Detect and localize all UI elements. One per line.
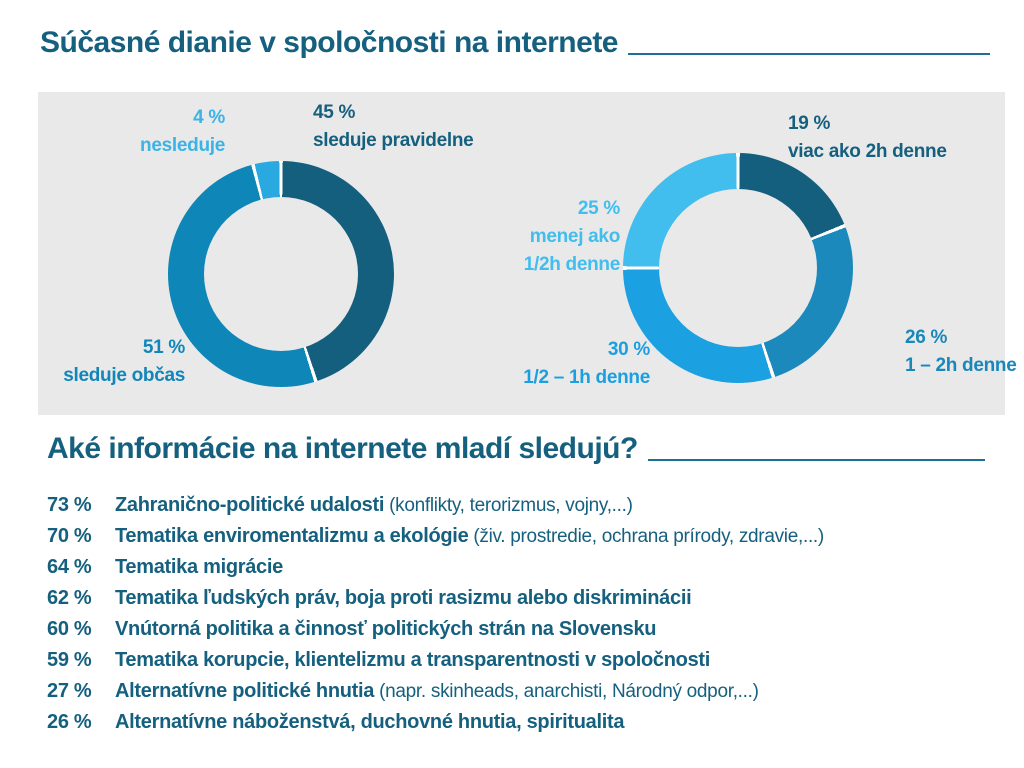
charts-panel: 4 % nesleduje 45 % sleduje pravidelne 51… xyxy=(38,92,1017,415)
label-percent: 19 % xyxy=(788,113,831,134)
chart2-label-menej-ako-pol-h: 25 % menej ako 1/2h denne xyxy=(490,195,621,279)
list-item: 70 % Tematika enviromentalizmu a ekológi… xyxy=(47,521,824,552)
donut-chart-cas-denne xyxy=(623,153,853,383)
list-item-topic: Vnútorná politika a činnosť politických … xyxy=(115,618,657,640)
list-item-text: Tematika enviromentalizmu a ekológie (ži… xyxy=(115,525,824,548)
label-percent: 4 % xyxy=(193,107,225,128)
list-item-percent: 62 % xyxy=(47,587,92,609)
label-text: 1 – 2h denne xyxy=(905,355,1017,376)
list-item-topic: Tematika enviromentalizmu a ekológie xyxy=(115,525,469,547)
list-item: 60 % Vnútorná politika a činnosť politic… xyxy=(47,614,824,645)
label-text: sleduje občas xyxy=(63,365,185,386)
list-item-percent: 64 % xyxy=(47,556,92,578)
list-item: 59 % Tematika korupcie, klientelizmu a t… xyxy=(47,645,824,676)
list-item-percent: 27 % xyxy=(47,680,92,702)
list-item: 73 % Zahranično-politické udalosti (konf… xyxy=(47,490,824,521)
list-item: 26 % Alternatívne náboženstvá, duchovné … xyxy=(47,707,824,738)
list-item-topic: Alternatívne náboženstvá, duchovné hnuti… xyxy=(115,711,625,733)
chart1-label-sleduje-pravidelne: 45 % sleduje pravidelne xyxy=(313,99,474,155)
list-item-text: Alternatívne politické hnutia (napr. ski… xyxy=(115,680,759,703)
title-underline xyxy=(628,53,990,55)
list-item-text: Vnútorná politika a činnosť politických … xyxy=(115,618,657,641)
list-item-text: Tematika migrácie xyxy=(115,556,283,579)
donut-hole xyxy=(204,197,358,351)
section-title-text: Aké informácie na internete mladí sleduj… xyxy=(47,432,638,465)
page-title-text: Súčasné dianie v spoločnosti na internet… xyxy=(40,26,619,59)
label-percent: 45 % xyxy=(313,102,356,123)
list-item-text: Zahranično-politické udalosti (konflikty… xyxy=(115,494,633,517)
topics-list: 73 % Zahranično-politické udalosti (konf… xyxy=(47,490,824,738)
list-item: 62 % Tematika ľudských práv, boja proti … xyxy=(47,583,824,614)
label-text: 1/2h denne xyxy=(523,254,621,275)
list-item-topic: Alternatívne politické hnutia xyxy=(115,680,375,702)
chart2-label-1-az-2h: 26 % 1 – 2h denne xyxy=(905,324,1017,380)
label-text: 1/2 – 1h denne xyxy=(523,367,650,388)
chart1-label-nesleduje: 4 % nesleduje xyxy=(75,104,225,160)
label-percent: 26 % xyxy=(905,327,948,348)
label-text: nesleduje xyxy=(140,135,225,156)
list-item-percent: 59 % xyxy=(47,649,92,671)
list-item-topic: Tematika migrácie xyxy=(115,556,283,578)
label-text: sleduje pravidelne xyxy=(313,130,474,151)
label-percent: 25 % xyxy=(577,198,620,219)
section-title: Aké informácie na internete mladí sleduj… xyxy=(47,432,985,466)
list-item-text: Tematika ľudských práv, boja proti rasiz… xyxy=(115,587,692,610)
list-item-percent: 26 % xyxy=(47,711,92,733)
list-item-text: Alternatívne náboženstvá, duchovné hnuti… xyxy=(115,711,624,734)
list-item-topic: Tematika korupcie, klientelizmu a transp… xyxy=(115,649,711,671)
donut-hole xyxy=(659,189,817,347)
list-item-note: (konflikty, terorizmus, vojny,...) xyxy=(384,495,633,516)
list-item-note: (živ. prostredie, ochrana prírody, zdrav… xyxy=(468,526,824,547)
list-item-percent: 73 % xyxy=(47,494,92,516)
chart1-label-sleduje-obcas: 51 % sleduje občas xyxy=(38,334,185,390)
label-percent: 51 % xyxy=(142,337,185,358)
list-item: 64 % Tematika migrácie xyxy=(47,552,824,583)
list-item-topic: Tematika ľudských práv, boja proti rasiz… xyxy=(115,587,692,609)
section-title-underline xyxy=(647,459,985,461)
list-item-percent: 60 % xyxy=(47,618,92,640)
label-text: viac ako 2h denne xyxy=(788,141,947,162)
chart2-label-viac-ako-2h: 19 % viac ako 2h denne xyxy=(788,110,947,166)
chart2-label-pol-az-1h: 30 % 1/2 – 1h denne xyxy=(488,336,650,392)
label-text: menej ako xyxy=(529,226,621,247)
donut-chart-sledovanie xyxy=(168,161,394,387)
label-percent: 30 % xyxy=(607,339,650,360)
page-title: Súčasné dianie v spoločnosti na internet… xyxy=(40,26,990,60)
list-item-percent: 70 % xyxy=(47,525,92,547)
list-item-note: (napr. skinheads, anarchisti, Národný od… xyxy=(374,681,759,702)
list-item: 27 % Alternatívne politické hnutia (napr… xyxy=(47,676,824,707)
list-item-topic: Zahranično-politické udalosti xyxy=(115,494,385,516)
list-item-text: Tematika korupcie, klientelizmu a transp… xyxy=(115,649,710,672)
